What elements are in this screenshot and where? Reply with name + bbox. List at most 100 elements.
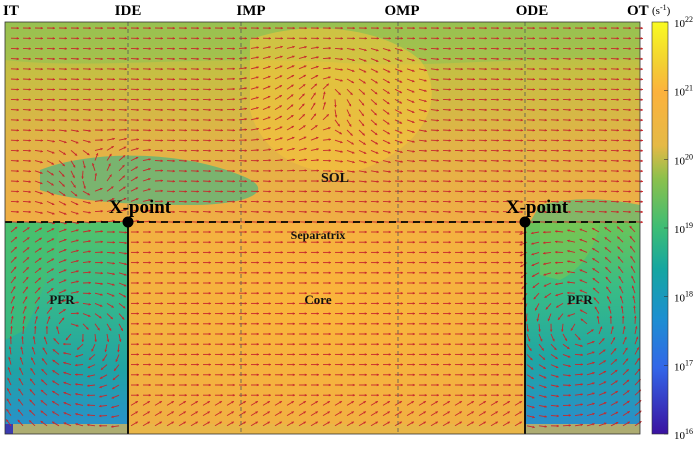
flux-arrow-head	[544, 415, 547, 418]
flux-arrow-head	[74, 193, 78, 197]
flux-arrow-head	[579, 309, 583, 312]
flux-arrow-head	[327, 401, 330, 404]
flux-arrow-head	[122, 165, 125, 168]
flux-arrow-head	[532, 210, 535, 214]
flux-arrow-head	[531, 231, 534, 235]
flux-arrow-head	[532, 180, 535, 183]
flux-arrow-head	[160, 88, 163, 91]
flux-arrow-head	[520, 169, 523, 173]
flux-arrow-head	[280, 169, 283, 172]
flux-arrow-head	[472, 373, 475, 377]
flux-arrow-head	[135, 156, 139, 160]
flux-arrow-head	[424, 180, 427, 183]
flux-arrow-head	[267, 95, 271, 99]
flux-arrow-head	[34, 326, 37, 329]
flux-arrow-head	[304, 291, 307, 295]
flux-arrow-head	[28, 78, 31, 81]
flux-arrow-head	[64, 222, 67, 225]
flux-arrow-head	[76, 270, 79, 273]
region-label-core: Core	[304, 292, 331, 307]
flux-arrow-head	[604, 190, 607, 193]
flux-arrow-head	[568, 364, 571, 368]
flux-arrow-head	[460, 210, 463, 214]
flux-arrow-head	[604, 57, 607, 61]
flux-arrow-head	[567, 291, 570, 295]
flux-arrow-head	[424, 210, 427, 214]
flux-arrow-head	[388, 322, 391, 326]
flux-arrow-head	[28, 190, 31, 194]
flux-arrow-head	[556, 139, 559, 142]
flux-arrow-head	[292, 158, 295, 162]
flux-arrow-head	[316, 200, 319, 203]
flux-arrow-head	[328, 353, 331, 356]
flux-arrow-head	[51, 238, 55, 241]
flux-arrow-head	[577, 337, 581, 340]
flux-arrow-head	[148, 230, 151, 234]
flux-arrow-head	[496, 180, 499, 183]
flux-arrow-head	[304, 271, 307, 275]
flux-arrow-head	[508, 149, 511, 152]
flux-arrow-head	[412, 383, 415, 387]
flux-arrow-head	[448, 180, 451, 183]
flux-arrow-head	[496, 190, 499, 193]
flux-arrow-head	[496, 108, 499, 112]
flux-arrow-head	[471, 401, 474, 404]
flux-arrow-head	[88, 281, 91, 285]
flux-arrow-head	[160, 118, 163, 122]
flux-arrow-head	[632, 295, 635, 298]
flux-arrow-head	[112, 47, 115, 50]
flux-arrow-head	[14, 236, 17, 240]
flux-arrow-head	[75, 423, 78, 426]
flux-arrow-head	[448, 169, 451, 173]
flux-arrow-head	[640, 159, 643, 163]
flux-arrow-head	[51, 268, 54, 271]
flux-arrow-head	[424, 68, 427, 72]
flux-arrow-head	[328, 332, 331, 336]
flux-arrow-head	[640, 67, 643, 71]
flux-arrow-head	[124, 273, 127, 276]
flux-arrow-head	[628, 139, 631, 142]
flux-arrow-head	[363, 70, 367, 73]
flux-arrow-head	[400, 302, 403, 305]
flux-arrow-head	[304, 210, 307, 214]
flux-arrow-head	[460, 108, 463, 112]
flux-arrow-head	[496, 67, 499, 71]
flux-arrow-head	[412, 353, 415, 356]
flux-arrow-head	[267, 85, 271, 89]
flux-arrow-head	[52, 118, 55, 122]
flux-arrow-head	[363, 421, 366, 424]
flux-arrow-head	[460, 240, 463, 244]
flux-arrow-head	[196, 393, 199, 397]
flux-arrow-head	[496, 88, 499, 91]
flux-arrow-head	[543, 262, 546, 266]
flux-arrow-head	[97, 327, 100, 331]
flux-arrow-head	[568, 67, 571, 71]
flux-arrow-head	[74, 153, 78, 156]
flux-arrow-head	[412, 291, 415, 295]
flux-arrow-head	[640, 139, 643, 142]
flux-arrow-head	[244, 322, 247, 326]
flux-arrow-head	[292, 147, 295, 151]
flux-arrow-head	[292, 45, 295, 49]
flux-arrow-head	[556, 414, 559, 418]
flux-arrow-head	[316, 302, 319, 305]
flux-arrow-head	[328, 66, 331, 70]
flux-arrow-head	[362, 92, 365, 95]
flux-arrow-head	[460, 190, 463, 193]
flux-arrow-head	[208, 302, 211, 305]
flux-arrow-head	[459, 401, 462, 404]
flux-arrow-head	[160, 240, 163, 244]
flux-arrow-head	[388, 281, 391, 285]
flux-arrow-head	[604, 129, 607, 132]
flux-arrow-head	[460, 98, 463, 101]
flux-arrow-head	[460, 261, 463, 264]
flux-arrow-head	[460, 230, 463, 234]
flux-arrow-head	[484, 393, 487, 397]
flux-arrow-head	[568, 374, 571, 377]
flux-arrow-head	[280, 291, 283, 295]
flux-arrow-head	[364, 230, 367, 234]
flux-arrow-head	[40, 211, 43, 215]
flux-arrow-head	[411, 100, 415, 103]
flux-arrow-head	[508, 129, 511, 132]
flux-arrow-head	[220, 108, 223, 112]
